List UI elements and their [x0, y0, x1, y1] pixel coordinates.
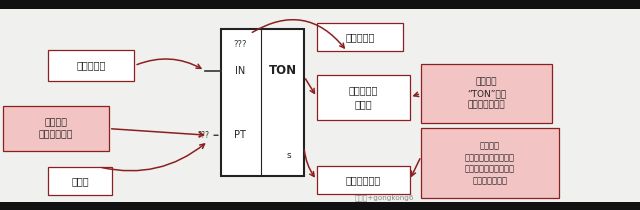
- Text: PT: PT: [234, 130, 246, 140]
- FancyBboxPatch shape: [48, 167, 112, 195]
- Text: 定时器分辞率: 定时器分辞率: [346, 175, 381, 185]
- Text: 微信号+gongkong6: 微信号+gongkong6: [355, 194, 413, 201]
- FancyBboxPatch shape: [317, 23, 403, 51]
- Text: 【说明】
与定时器编号有关，不
同范围的编号范围，定
时器分辞率不同: 【说明】 与定时器编号有关，不 同范围的编号范围，定 时器分辞率不同: [465, 141, 515, 185]
- Text: 定时器编号: 定时器编号: [346, 32, 374, 42]
- Text: 【说明】
“TON”表示
接通延时定时器: 【说明】 “TON”表示 接通延时定时器: [467, 77, 506, 110]
- FancyBboxPatch shape: [0, 0, 640, 9]
- FancyBboxPatch shape: [421, 128, 559, 198]
- FancyBboxPatch shape: [48, 50, 134, 81]
- Text: ???: ???: [233, 40, 246, 49]
- FancyBboxPatch shape: [317, 166, 410, 194]
- Text: IN: IN: [235, 66, 245, 76]
- Text: 启动输入端: 启动输入端: [77, 61, 106, 71]
- Text: ???: ???: [197, 131, 209, 140]
- FancyBboxPatch shape: [221, 29, 304, 176]
- Text: 【说明】
预设値的数値: 【说明】 预设値的数値: [39, 118, 73, 139]
- FancyBboxPatch shape: [421, 64, 552, 123]
- Text: s: s: [287, 151, 291, 160]
- Text: 定时器类型
标识符: 定时器类型 标识符: [349, 85, 378, 109]
- FancyBboxPatch shape: [317, 75, 410, 120]
- FancyBboxPatch shape: [3, 106, 109, 151]
- FancyBboxPatch shape: [0, 202, 640, 210]
- Text: 预设値: 预设値: [71, 176, 89, 186]
- Text: TON: TON: [269, 64, 297, 77]
